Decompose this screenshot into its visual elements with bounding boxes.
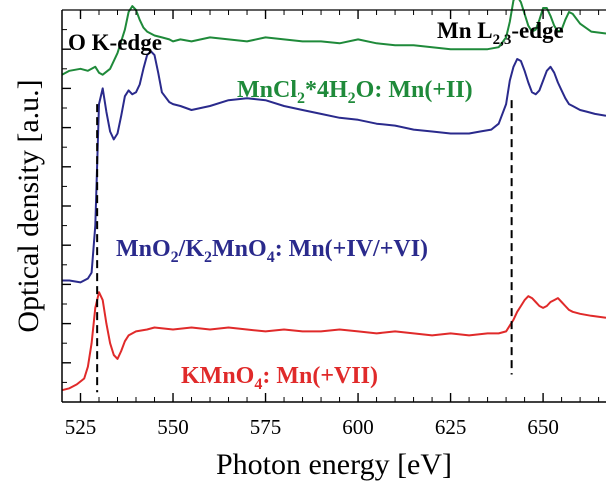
x-tick-label: 600: [342, 415, 374, 439]
mncl2-series-label: MnCl2*4H2O: Mn(+II): [237, 77, 473, 107]
x-tick-label: 525: [65, 415, 97, 439]
mncl2-line: [61, 0, 606, 76]
edge-markers: [96, 100, 513, 393]
x-tick-label: 625: [435, 415, 467, 439]
y-axis-title: Optical density [a.u.]: [12, 79, 45, 332]
x-tick-label: 550: [157, 415, 189, 439]
axes: 525 550 575 600 625 650 Photon energy [eV] Opti…: [12, 9, 606, 481]
kmno4-series-label: KMnO4: Mn(+VII): [181, 363, 378, 393]
plot-area: [61, 0, 606, 392]
o-k-edge-label: O K-edge: [68, 30, 162, 55]
x-tick-label: 650: [527, 415, 559, 439]
kmno4-line: [61, 291, 606, 392]
x-tick-label: 575: [250, 415, 282, 439]
mno2-k2mno4-line: [62, 50, 606, 284]
mno2-series-label: MnO2/K2MnO4: Mn(+IV/+VI): [116, 236, 428, 266]
x-axis-title: Photon energy [eV]: [216, 448, 452, 481]
mn-l-edge-label: Mn L2,3-edge: [437, 18, 564, 48]
labels: O K-edge Mn L2,3-edge MnCl2*4H2O: Mn(+II) M…: [68, 18, 564, 393]
